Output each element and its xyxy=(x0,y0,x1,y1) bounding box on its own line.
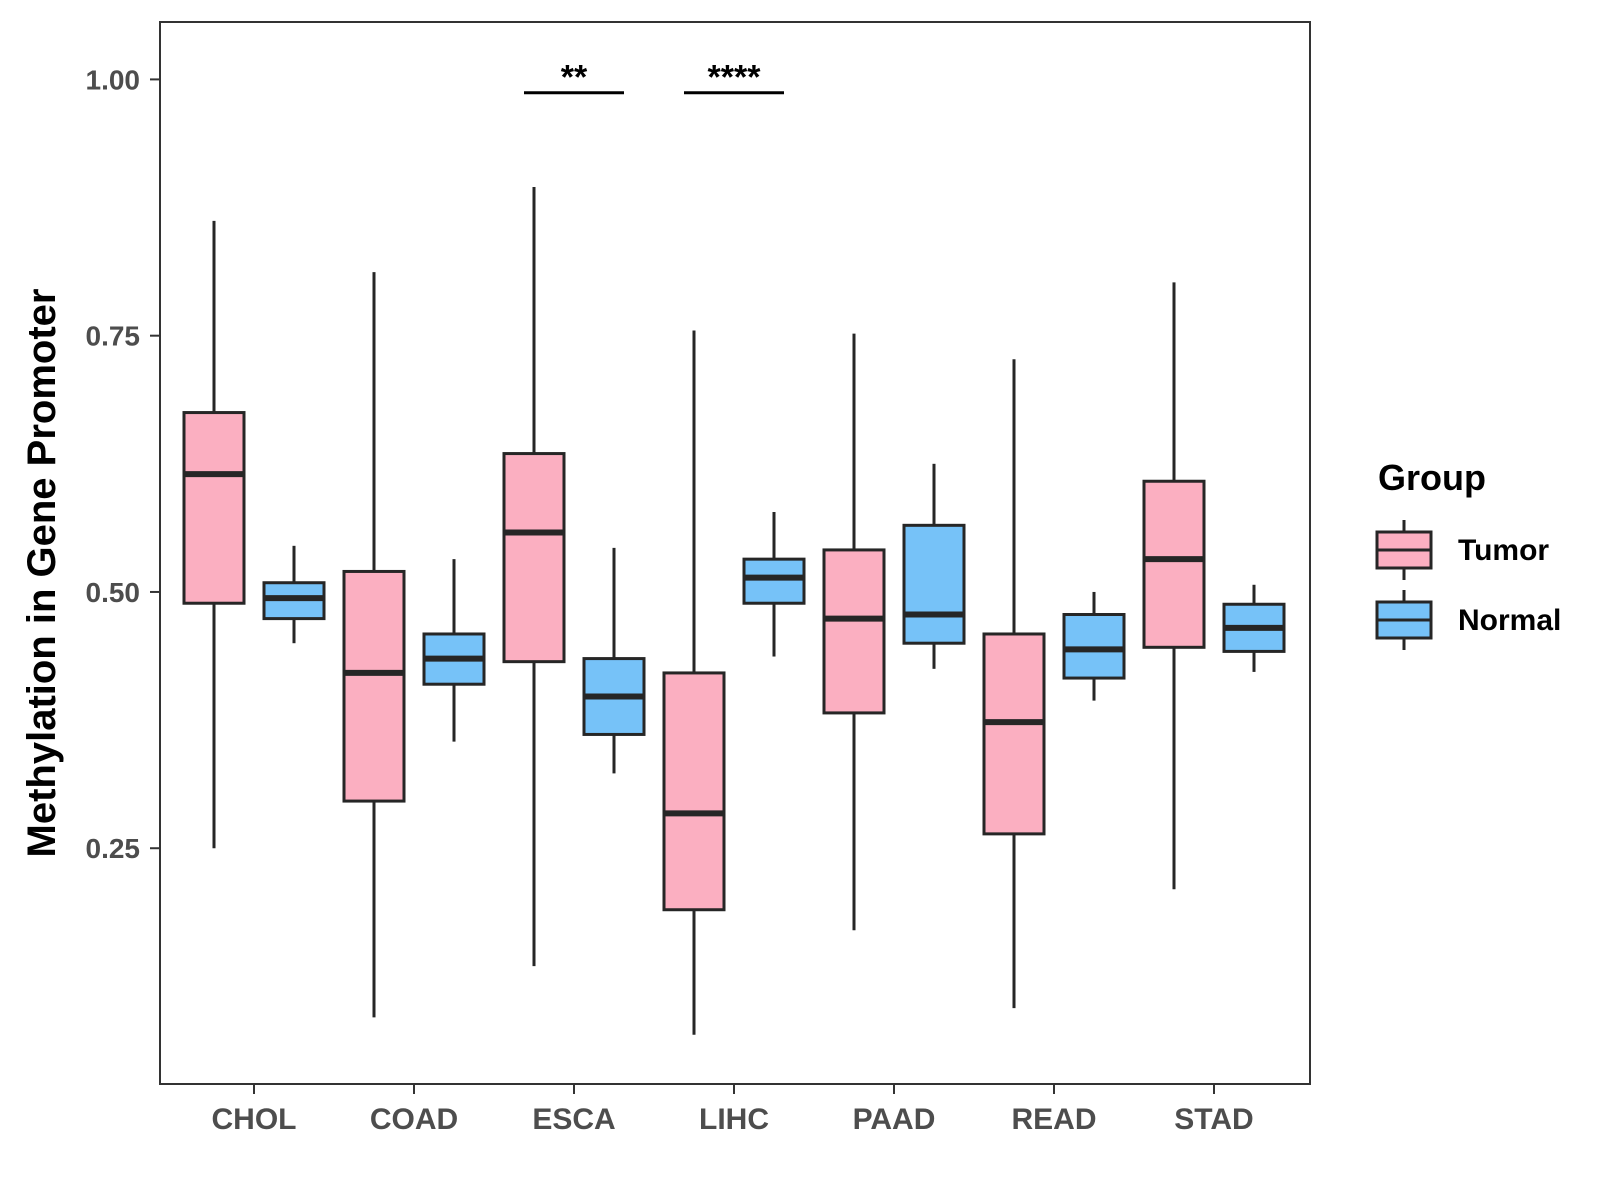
box-normal-stad xyxy=(1222,584,1286,672)
x-tick-label: LIHC xyxy=(699,1103,769,1136)
box-iqr xyxy=(182,411,246,605)
x-axis: CHOL COAD ESCA LIHC PAAD READ STAD xyxy=(212,1084,1254,1136)
y-tick-label: 0.50 xyxy=(86,577,141,608)
box-tumor-esca xyxy=(502,187,566,967)
box-tumor-coad xyxy=(342,272,406,1018)
legend: Group Tumor Normal xyxy=(1375,457,1561,650)
box-normal-lihc xyxy=(742,511,806,657)
box-normal-read xyxy=(1062,591,1126,701)
box-iqr xyxy=(982,632,1046,836)
significance-annotations: ** **** xyxy=(524,59,784,97)
y-tick-label: 1.00 xyxy=(86,64,141,95)
legend-label: Tumor xyxy=(1458,534,1549,567)
y-axis: 0.25 0.50 0.75 1.00 xyxy=(86,64,160,864)
box-tumor-paad xyxy=(822,333,886,931)
box-iqr xyxy=(342,569,406,803)
box-iqr xyxy=(822,548,886,715)
x-tick-label: ESCA xyxy=(532,1103,615,1136)
box-iqr xyxy=(502,452,566,664)
box-tumor-chol xyxy=(182,220,246,849)
x-tick-label: PAAD xyxy=(853,1103,936,1136)
x-tick-label: READ xyxy=(1011,1103,1096,1136)
box-iqr xyxy=(902,523,966,645)
box-tumor-lihc xyxy=(662,330,726,1035)
box-normal-chol xyxy=(262,545,326,644)
legend-item-normal: Normal xyxy=(1375,590,1561,650)
plot-panel xyxy=(159,21,1311,1085)
x-tick-label: COAD xyxy=(370,1103,458,1136)
significance-label: ** xyxy=(561,59,588,97)
legend-item-tumor: Tumor xyxy=(1375,520,1549,580)
box-iqr xyxy=(1062,613,1126,680)
box-iqr xyxy=(662,671,726,912)
box-tumor-read xyxy=(982,359,1046,1009)
box-layer xyxy=(182,187,1286,1035)
box-iqr xyxy=(1142,479,1206,649)
significance-label: **** xyxy=(708,59,762,97)
legend-title: Group xyxy=(1378,457,1486,498)
box-tumor-stad xyxy=(1142,282,1206,890)
y-tick-label: 0.25 xyxy=(86,833,141,864)
legend-label: Normal xyxy=(1458,604,1561,637)
box-iqr xyxy=(742,557,806,605)
box-normal-esca xyxy=(582,547,646,774)
box-normal-paad xyxy=(902,463,966,669)
x-tick-label: CHOL xyxy=(212,1103,297,1136)
y-tick-label: 0.75 xyxy=(86,321,141,352)
box-normal-coad xyxy=(422,559,486,742)
y-axis-title: Methylation in Gene Promoter xyxy=(20,289,64,858)
x-tick-label: STAD xyxy=(1174,1103,1253,1136)
